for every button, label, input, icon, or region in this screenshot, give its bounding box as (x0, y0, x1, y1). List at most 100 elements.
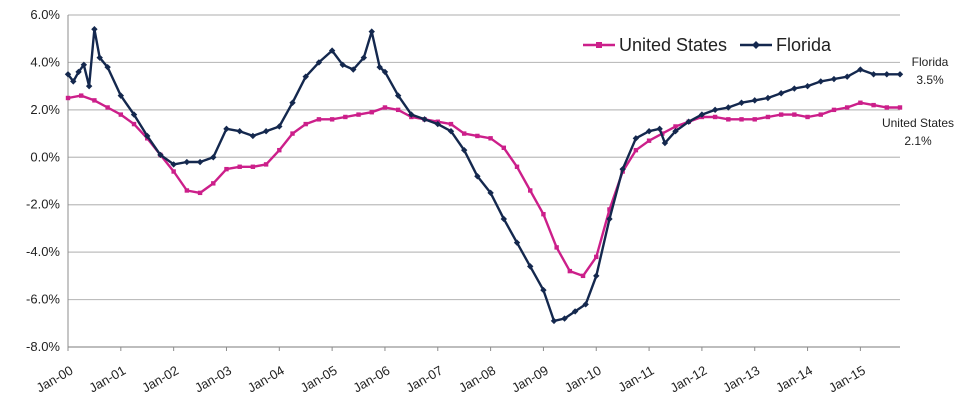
x-tick-label: Jan-13 (720, 363, 762, 396)
x-tick-label: Jan-07 (403, 363, 445, 396)
y-tick-label: -2.0% (26, 197, 60, 212)
data-point (79, 93, 84, 98)
data-point (460, 146, 468, 154)
data-point (607, 207, 612, 212)
data-point (104, 63, 111, 71)
data-point (582, 301, 589, 308)
x-tick-label: Jan-02 (139, 363, 181, 396)
data-point (85, 82, 93, 90)
x-tick-label: Jan-12 (667, 363, 709, 396)
data-point (224, 166, 229, 172)
data-point (395, 107, 401, 113)
data-point (870, 71, 877, 78)
data-point (580, 273, 586, 279)
data-point (541, 212, 546, 217)
data-point (356, 112, 361, 117)
legend-marker (752, 41, 760, 49)
data-point (672, 128, 679, 135)
data-point (105, 105, 110, 110)
data-point (804, 82, 811, 90)
data-point (368, 28, 375, 35)
data-point (289, 99, 296, 106)
data-point (277, 147, 282, 153)
legend-marker (596, 42, 602, 48)
data-point (184, 188, 190, 193)
y-tick-label: -8.0% (26, 339, 60, 354)
data-point (725, 104, 732, 111)
data-point (764, 94, 772, 102)
data-point (884, 105, 889, 110)
data-point (751, 97, 758, 104)
data-point (843, 73, 851, 80)
data-point (249, 132, 257, 140)
data-point (474, 173, 481, 180)
legend-item: United States (583, 35, 727, 55)
end-label: Florida 3.5% (912, 55, 949, 87)
y-tick-label: 6.0% (30, 7, 60, 22)
data-point (461, 131, 467, 136)
data-point (171, 169, 176, 174)
end-label-name: Florida (912, 55, 949, 69)
data-point (91, 26, 98, 33)
data-point (501, 145, 507, 150)
data-point (157, 151, 164, 159)
data-point (561, 315, 568, 322)
data-point (830, 75, 838, 83)
data-point (303, 121, 308, 127)
data-point (382, 105, 388, 110)
x-tick-label: Jan-09 (509, 363, 551, 396)
data-point (896, 71, 904, 78)
data-point (619, 165, 626, 173)
data-point (527, 263, 534, 270)
legend-item: Florida (740, 35, 832, 55)
data-point (210, 154, 217, 161)
data-point (64, 71, 72, 78)
data-point (329, 117, 335, 122)
data-point (223, 125, 230, 133)
data-point (70, 78, 77, 85)
y-tick-label: 4.0% (30, 54, 60, 69)
data-point (606, 215, 613, 223)
data-point (80, 61, 88, 68)
data-point (831, 107, 837, 113)
series-united-states (65, 93, 903, 279)
data-point (633, 147, 639, 153)
series-group (64, 26, 904, 325)
data-point (339, 61, 346, 68)
data-point (369, 110, 374, 115)
x-tick-label: Jan-06 (351, 363, 393, 396)
data-point (131, 121, 137, 127)
end-label-value: 3.5% (916, 73, 944, 87)
end-label-value: 2.1% (904, 134, 932, 148)
data-point (765, 114, 771, 120)
data-point (328, 47, 336, 54)
data-point (421, 116, 428, 123)
data-point (92, 98, 97, 103)
data-point (554, 245, 559, 250)
data-point (263, 162, 269, 167)
data-point (381, 68, 389, 76)
data-point (448, 121, 454, 127)
x-tick-label: Jan-00 (34, 363, 76, 396)
data-point (792, 112, 797, 117)
data-point (196, 158, 204, 166)
legend-label: Florida (776, 35, 832, 55)
data-point (646, 138, 652, 143)
end-label: United States 2.1% (882, 116, 954, 148)
data-point (883, 71, 890, 78)
data-point (487, 189, 494, 197)
x-tick-label: Jan-08 (456, 363, 498, 396)
x-tick-label: Jan-10 (562, 363, 604, 396)
data-point (698, 111, 706, 118)
end-label-name: United States (882, 116, 954, 130)
data-point (408, 111, 415, 118)
data-point (302, 73, 309, 80)
data-point (262, 128, 270, 135)
data-point (805, 114, 810, 120)
data-point (316, 117, 322, 122)
data-point (550, 317, 558, 325)
data-point (726, 117, 731, 122)
data-point (236, 128, 243, 135)
